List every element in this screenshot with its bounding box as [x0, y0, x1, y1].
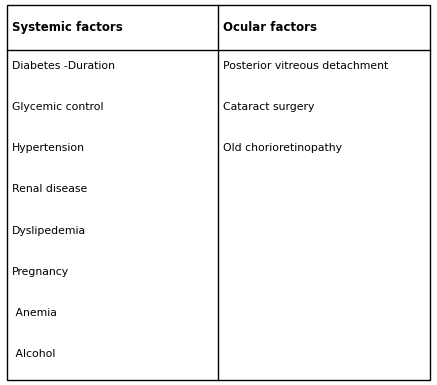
Text: Posterior vitreous detachment: Posterior vitreous detachment [223, 61, 388, 71]
Text: Old chorioretinopathy: Old chorioretinopathy [223, 143, 342, 153]
Text: Glycemic control: Glycemic control [12, 102, 104, 112]
Text: Renal disease: Renal disease [12, 184, 87, 194]
Text: Dyslipedemia: Dyslipedemia [12, 226, 86, 236]
Text: Cataract surgery: Cataract surgery [223, 102, 314, 112]
Text: Ocular factors: Ocular factors [223, 21, 317, 34]
Text: Alcohol: Alcohol [12, 350, 55, 360]
Text: Diabetes -Duration: Diabetes -Duration [12, 61, 115, 71]
Text: Hypertension: Hypertension [12, 143, 85, 153]
Text: Pregnancy: Pregnancy [12, 267, 69, 277]
Text: Anemia: Anemia [12, 308, 57, 318]
Text: Systemic factors: Systemic factors [12, 21, 123, 34]
